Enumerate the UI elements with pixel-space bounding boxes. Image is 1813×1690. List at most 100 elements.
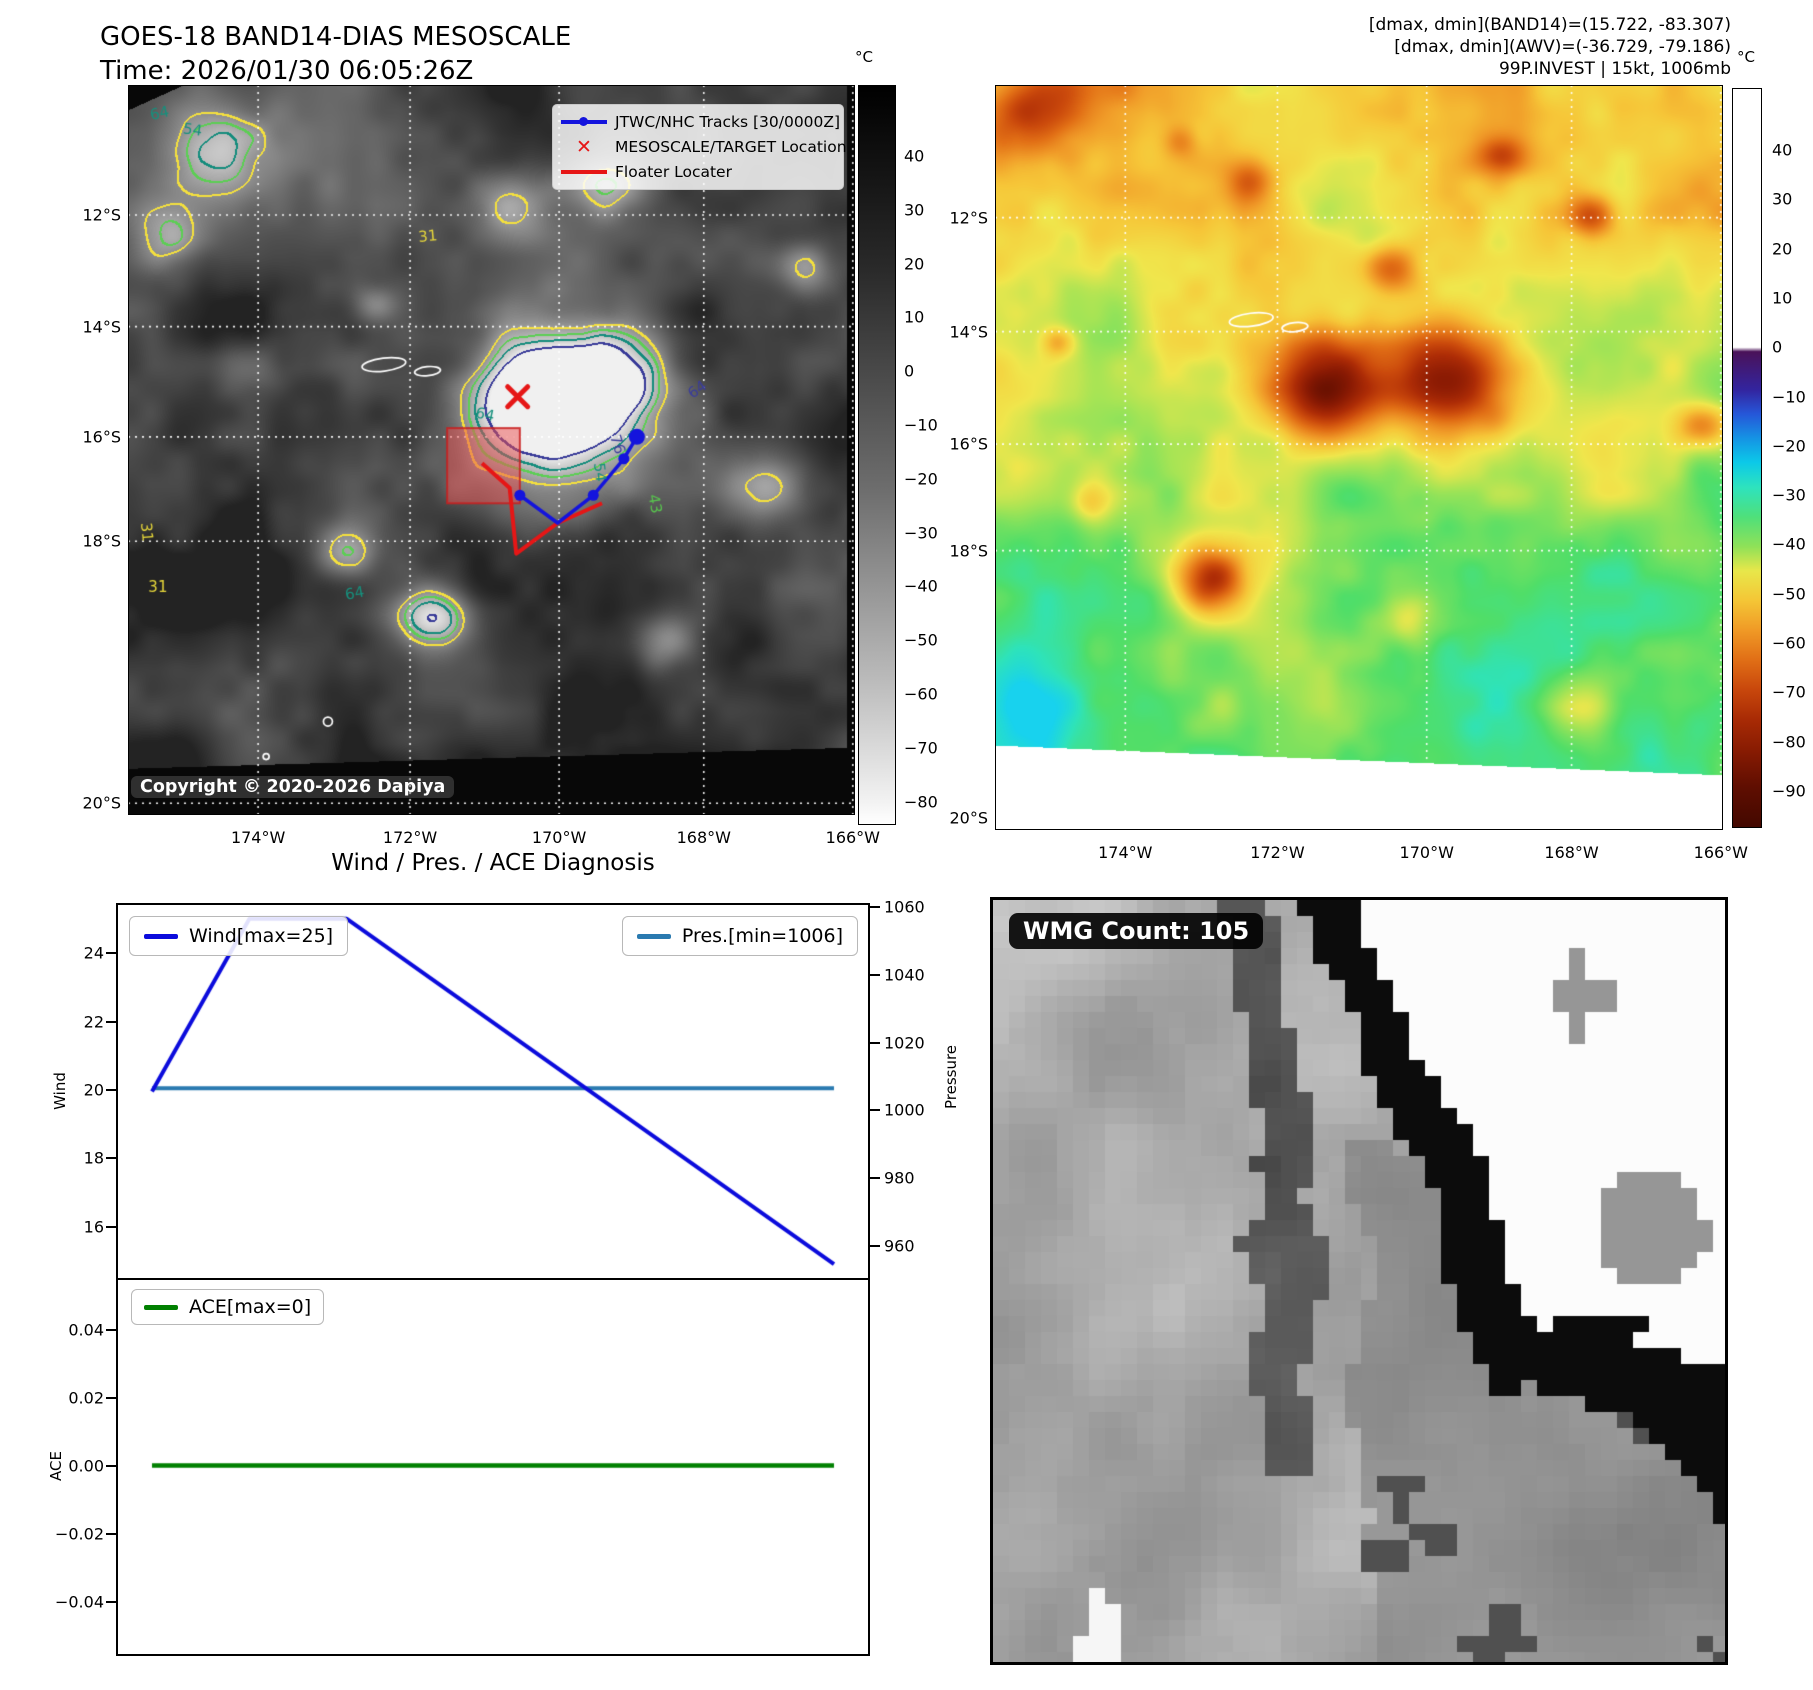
wmg-count-badge: WMG Count: 105 (1009, 913, 1264, 949)
legend-label-target: MESOSCALE/TARGET Location (615, 138, 847, 156)
tick-label: −90 (1772, 781, 1806, 801)
tick-mark (870, 1041, 880, 1045)
tick-label: 1060 (884, 897, 925, 917)
map-legend: JTWC/NHC Tracks [30/0000Z] ✕ MESOSCALE/T… (552, 104, 847, 190)
tick-label: 172°W (382, 828, 438, 847)
tick-label: 20 (1772, 239, 1793, 259)
tick-label: 12°S (949, 208, 988, 228)
legend-row-target: ✕ MESOSCALE/TARGET Location (561, 136, 847, 158)
tick-mark (870, 973, 880, 977)
tick-label: 20 (904, 254, 925, 274)
tick-label: −50 (1772, 584, 1806, 604)
tick-mark (106, 1020, 116, 1024)
tick-label: 0.04 (68, 1320, 104, 1340)
tick-mark (106, 1088, 116, 1092)
tick-label: 20°S (949, 808, 988, 828)
tick-label: −70 (1772, 682, 1806, 702)
tick-label: −10 (904, 415, 938, 435)
tick-label: −20 (904, 469, 938, 489)
ace-line-icon (144, 1304, 178, 1310)
tick-mark (870, 905, 880, 909)
tick-label: 14°S (82, 317, 121, 337)
tick-label: 18 (83, 1148, 104, 1168)
band14-colorbar-unit: °C (855, 48, 873, 66)
tick-label: 170°W (531, 828, 587, 847)
tick-label: 30 (1772, 189, 1793, 209)
tick-label: 960 (884, 1236, 915, 1256)
tick-label: 0.00 (68, 1456, 104, 1476)
tick-mark (106, 1396, 116, 1400)
ace-chart (118, 1278, 868, 1653)
pressure-axis-label: Pressure (942, 1044, 960, 1110)
tick-label: −80 (1772, 732, 1806, 752)
tick-mark (106, 951, 116, 955)
map-timestamp: Time: 2026/01/30 06:05:26Z (100, 56, 474, 86)
tick-label: 1000 (884, 1100, 925, 1120)
wmg-image (993, 900, 1725, 1662)
legend-row-floater: Floater Locater (561, 161, 835, 183)
tick-label: −50 (904, 630, 938, 650)
tick-label: 980 (884, 1168, 915, 1188)
tick-label: 168°W (676, 828, 731, 847)
tick-label: −70 (904, 738, 938, 758)
ace-legend-label: ACE[max=0] (189, 1296, 312, 1318)
info-awv-range: [dmax, dmin](AWV)=(-36.729, -79.186) (1394, 37, 1731, 57)
tick-label: 40 (1772, 140, 1793, 160)
tick-label: 12°S (82, 205, 121, 225)
tick-mark (106, 1225, 116, 1229)
wind-legend-label: Wind[max=25] (189, 925, 334, 947)
tick-mark (870, 1176, 880, 1180)
tick-label: −40 (904, 576, 938, 596)
copyright-text: Copyright © 2020-2026 Dapiya (131, 776, 455, 798)
tick-label: 18°S (949, 541, 988, 561)
awv-colorbar-unit: °C (1737, 48, 1755, 66)
tick-label: 166°W (825, 828, 880, 847)
tick-mark (870, 1244, 880, 1248)
tick-label: 16°S (949, 434, 988, 454)
tick-label: −0.04 (54, 1592, 104, 1612)
tick-label: 14°S (949, 322, 988, 342)
band14-colorbar (858, 85, 896, 825)
tick-label: 10 (904, 307, 925, 327)
tick-label: 30 (904, 200, 925, 220)
tick-label: 0 (1772, 337, 1783, 357)
tick-mark (106, 1600, 116, 1604)
band14-map-image (128, 85, 855, 815)
tick-label: −0.02 (54, 1524, 104, 1544)
info-block: [dmax, dmin](BAND14)=(15.722, -83.307) [… (1369, 14, 1731, 80)
tick-label: 0.02 (68, 1388, 104, 1408)
tick-label: −40 (1772, 534, 1806, 554)
tick-label: −60 (1772, 633, 1806, 653)
ace-axis-label: ACE (47, 1451, 65, 1481)
tick-label: 22 (83, 1012, 104, 1032)
wind-pressure-chart (118, 905, 868, 1278)
tick-label: 174°W (230, 828, 286, 847)
tick-label: −30 (1772, 485, 1806, 505)
legend-label-floater: Floater Locater (615, 163, 732, 181)
tick-label: 166°W (1693, 843, 1748, 862)
tick-label: −60 (904, 684, 938, 704)
tick-label: 170°W (1399, 843, 1454, 862)
page-title: GOES-18 BAND14-DIAS MESOSCALE Time: 2026… (100, 20, 571, 88)
tick-label: 1020 (884, 1033, 925, 1053)
tick-mark (106, 1328, 116, 1332)
map-title: GOES-18 BAND14-DIAS MESOSCALE (100, 22, 572, 52)
tick-label: 16 (83, 1217, 104, 1237)
tick-label: 174°W (1098, 843, 1153, 862)
track-line-icon (561, 111, 607, 133)
pressure-legend-label: Pres.[min=1006] (681, 925, 843, 947)
wind-axis-label: Wind (51, 1072, 69, 1110)
awv-colorbar (1732, 88, 1762, 828)
tick-mark (870, 1108, 880, 1112)
tick-label: 1040 (884, 965, 925, 985)
tick-mark (106, 1464, 116, 1468)
info-invest-status: 99P.INVEST | 15kt, 1006mb (1498, 59, 1731, 79)
wind-line-icon (144, 933, 178, 939)
tick-label: 20°S (82, 793, 121, 813)
floater-line-icon (561, 161, 607, 183)
tick-label: 18°S (82, 531, 121, 551)
tick-label: 16°S (82, 427, 121, 447)
tick-label: 20 (83, 1080, 104, 1100)
wind-legend: Wind[max=25] (129, 916, 349, 956)
